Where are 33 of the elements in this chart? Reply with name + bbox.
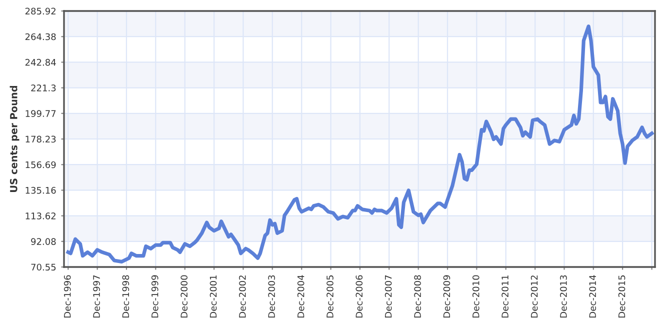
x-tick-label: Dec-2010 [472, 275, 480, 318]
x-tick-label: Dec-2015 [618, 275, 626, 318]
x-tick-label: Dec-2000 [180, 275, 188, 318]
x-tick-label: Dec-1997 [93, 275, 100, 318]
y-tick-label: 221.3 [31, 84, 56, 92]
x-tick-label: Dec-1996 [64, 275, 71, 318]
x-tick-label: Dec-1999 [151, 275, 158, 318]
y-tick-label: 199.77 [26, 110, 56, 117]
y-tick-label: 92.08 [31, 238, 56, 245]
x-tick-label: Dec-2001 [210, 275, 217, 318]
y-tick-label: 70.55 [31, 264, 56, 271]
x-tick-label: Dec-2005 [326, 275, 334, 318]
x-tick-label: Dec-2013 [560, 275, 567, 318]
y-tick-label: 156.69 [26, 161, 56, 168]
x-tick-label: Dec-1998 [122, 275, 130, 318]
y-tick-label: 242.84 [25, 58, 56, 66]
x-tick-label: Dec-2012 [530, 276, 538, 318]
y-tick-label: 285.92 [25, 8, 56, 15]
y-tick-label: 113.62 [26, 212, 56, 220]
x-tick-label: Dec-2007 [384, 275, 392, 318]
x-tick-label: Dec-2003 [268, 275, 275, 318]
y-tick-label: 135.16 [26, 186, 56, 194]
x-tick-label: Dec-2014 [589, 275, 596, 318]
x-tick-label: Dec-2002 [239, 276, 246, 318]
y-axis-title: US cents per Pound [10, 86, 20, 192]
x-tick-label: Dec-2011 [502, 275, 508, 318]
x-tick-label: Dec-2004 [297, 275, 304, 318]
line-series [66, 24, 654, 264]
x-tick-label: Dec-2006 [356, 275, 363, 318]
x-tick-label: Dec-2009 [443, 275, 450, 318]
y-tick-label: 264.38 [25, 33, 56, 40]
y-tick-label: 178.23 [26, 136, 56, 143]
x-tick-label: Dec-2008 [414, 275, 421, 318]
